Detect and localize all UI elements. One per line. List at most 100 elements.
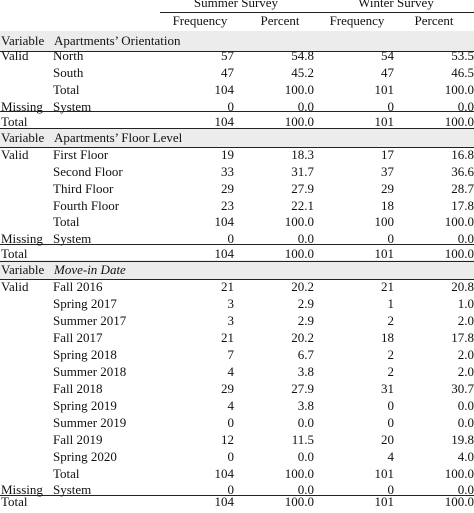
cell-winter-frequency: 0	[387, 99, 395, 114]
cell-winter-percent: 0.0	[457, 482, 474, 497]
cell-summer-percent: 0.0	[297, 415, 314, 430]
row-type: Missing	[1, 231, 43, 246]
cell-winter-frequency: 29	[381, 181, 394, 196]
cell-summer-frequency: 19	[221, 147, 234, 162]
cell-summer-percent: 100.0	[284, 82, 314, 97]
cell-winter-frequency: 2	[387, 313, 395, 328]
variable-label: Variable	[1, 33, 45, 48]
cell-summer-frequency: 12	[221, 432, 234, 447]
table-row: Spring 2019 4 3.8 0 0.0	[0, 395, 474, 417]
section-title: Apartments’ Orientation	[54, 33, 181, 48]
row-label: Fall 2019	[53, 432, 103, 447]
table-row: Total 104 100.0 101 100.0	[0, 463, 474, 485]
section-move-in-date-header: Variable Move-in Date	[0, 260, 474, 280]
cell-summer-frequency: 104	[214, 214, 235, 229]
cell-winter-frequency: 37	[381, 164, 394, 179]
row-label: Second Floor	[53, 164, 123, 179]
section-title: Apartments’ Floor Level	[54, 130, 183, 145]
cell-summer-percent: 20.2	[291, 279, 314, 294]
cell-summer-frequency: 29	[221, 181, 234, 196]
cell-summer-percent: 2.9	[297, 296, 314, 311]
section-floor-level-header: Variable Apartments’ Floor Level	[0, 128, 474, 148]
cell-summer-percent: 0.0	[297, 449, 314, 464]
cell-summer-frequency: 7	[227, 347, 235, 362]
row-type: Total	[1, 246, 28, 261]
table-row: Total 104 100.0 101 100.0	[0, 243, 474, 265]
row-label: Total	[53, 466, 80, 481]
cell-winter-percent: 0.0	[457, 231, 474, 246]
cell-winter-frequency: 2	[387, 347, 395, 362]
cell-summer-percent: 45.2	[291, 65, 314, 80]
cell-winter-percent: 2.0	[457, 347, 474, 362]
cell-summer-percent: 0.0	[297, 231, 314, 246]
table-row: Valid First Floor 19 18.3 17 16.8	[0, 144, 474, 166]
row-label: South	[53, 65, 84, 80]
cell-winter-percent: 1.0	[457, 296, 474, 311]
row-label: System	[53, 231, 92, 246]
cell-summer-frequency: 21	[221, 279, 234, 294]
cell-summer-frequency: 104	[214, 82, 235, 97]
cell-winter-frequency: 101	[374, 114, 395, 129]
cell-winter-percent: 16.8	[451, 147, 474, 162]
row-label: Third Floor	[53, 181, 114, 196]
col-percent-winter: Percent	[414, 13, 454, 28]
cell-winter-percent: 28.7	[451, 181, 474, 196]
cell-winter-percent: 0.0	[457, 99, 474, 114]
cell-summer-percent: 100.0	[284, 214, 314, 229]
section-title: Move-in Date	[54, 262, 126, 277]
table-row: Fourth Floor 23 22.1 18 17.8	[0, 195, 474, 217]
cell-winter-frequency: 101	[374, 246, 395, 261]
cell-winter-frequency: 1	[387, 296, 395, 311]
section-rule	[0, 147, 474, 148]
table-row: Missing System 0 0.0 0 0.0	[0, 96, 474, 118]
cell-winter-frequency: 101	[374, 466, 395, 481]
winter-survey-header: Winter Survey	[358, 0, 434, 10]
total-rule	[0, 244, 474, 245]
table-row: Fall 2018 29 27.9 31 30.7	[0, 378, 474, 400]
table-row: Spring 2018 7 6.7 2 2.0	[0, 344, 474, 366]
cell-summer-percent: 3.8	[297, 398, 314, 413]
cell-summer-frequency: 3	[227, 313, 235, 328]
table-row: Summer 2017 3 2.9 2 2.0	[0, 310, 474, 332]
row-label: Spring 2020	[53, 449, 117, 464]
cell-winter-percent: 0.0	[457, 398, 474, 413]
cell-summer-percent: 100.0	[284, 114, 314, 129]
cell-winter-frequency: 100	[374, 214, 395, 229]
col-frequency-summer: Frequency	[172, 13, 228, 28]
cell-winter-frequency: 47	[381, 65, 394, 80]
cell-summer-frequency: 23	[221, 198, 234, 213]
table-row: Spring 2020 0 0.0 4 4.0	[0, 446, 474, 468]
cell-summer-frequency: 33	[221, 164, 234, 179]
cell-winter-frequency: 20	[381, 432, 394, 447]
cell-summer-percent: 18.3	[291, 147, 314, 162]
cell-winter-percent: 19.8	[451, 432, 474, 447]
cell-summer-percent: 22.1	[291, 198, 314, 213]
total-rule	[0, 495, 474, 496]
cell-summer-frequency: 57	[221, 48, 234, 63]
section-rule	[0, 128, 474, 129]
row-type: Valid	[1, 48, 29, 63]
row-label: Spring 2019	[53, 398, 117, 413]
row-label: Fall 2017	[53, 330, 103, 345]
table-row: Valid North 57 54.8 54 53.5	[0, 45, 474, 67]
cell-summer-frequency: 104	[214, 246, 235, 261]
cell-summer-frequency: 47	[221, 65, 234, 80]
row-label: Summer 2018	[53, 364, 127, 379]
row-label: Fourth Floor	[53, 198, 120, 213]
cell-summer-frequency: 3	[227, 296, 235, 311]
row-label: Total	[53, 82, 80, 97]
row-type: Valid	[1, 279, 29, 294]
cell-winter-frequency: 0	[387, 231, 395, 246]
table-row: Second Floor 33 31.7 37 36.6	[0, 161, 474, 183]
table-row: Fall 2019 12 11.5 20 19.8	[0, 429, 474, 451]
cell-summer-percent: 0.0	[297, 99, 314, 114]
row-label: Spring 2017	[53, 296, 117, 311]
row-label: Spring 2018	[53, 347, 117, 362]
table-row: South 47 45.2 47 46.5	[0, 62, 474, 84]
cell-winter-percent: 53.5	[451, 48, 474, 63]
cell-summer-percent: 6.7	[297, 347, 314, 362]
row-type: Total	[1, 114, 28, 129]
cell-summer-percent: 20.2	[291, 330, 314, 345]
cell-winter-frequency: 54	[381, 48, 394, 63]
table-row: Missing System 0 0.0 0 0.0	[0, 228, 474, 250]
